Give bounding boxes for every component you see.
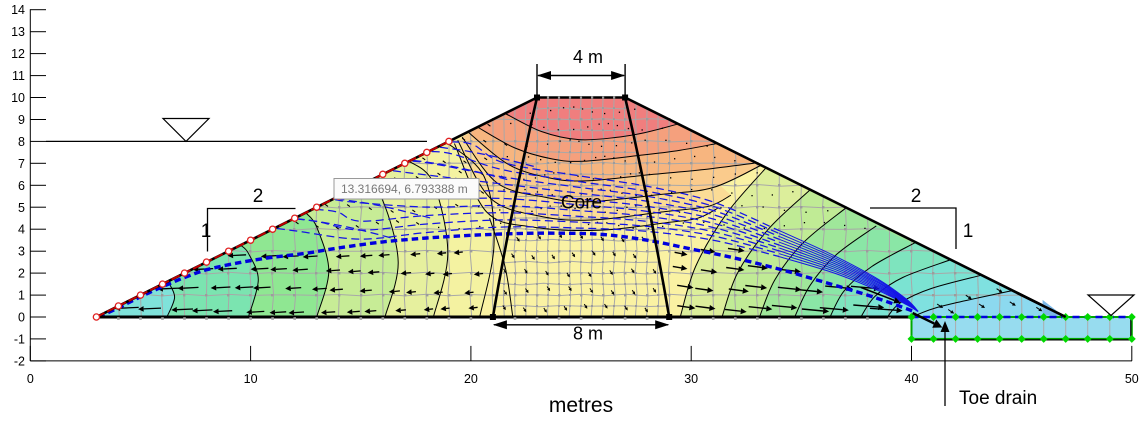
svg-text:Core: Core [561, 193, 602, 214]
svg-text:13: 13 [11, 25, 25, 39]
svg-text:20: 20 [464, 372, 478, 386]
svg-text:12: 12 [11, 47, 25, 61]
svg-text:40: 40 [905, 372, 919, 386]
svg-text:8 m: 8 m [573, 324, 603, 344]
svg-text:5: 5 [18, 201, 25, 215]
svg-text:metres: metres [549, 394, 613, 417]
svg-text:0: 0 [27, 372, 34, 386]
svg-text:10: 10 [244, 372, 258, 386]
svg-text:13.316694, 6.793388 m: 13.316694, 6.793388 m [341, 182, 468, 196]
svg-text:30: 30 [684, 372, 698, 386]
svg-text:4: 4 [18, 223, 25, 237]
svg-text:-2: -2 [14, 354, 25, 368]
svg-text:1: 1 [201, 221, 212, 242]
svg-text:10: 10 [11, 91, 25, 105]
svg-text:11: 11 [12, 69, 25, 83]
svg-text:6: 6 [18, 179, 25, 193]
svg-text:Toe drain: Toe drain [959, 388, 1037, 409]
svg-text:0: 0 [18, 311, 25, 325]
svg-text:14: 14 [11, 3, 25, 17]
svg-text:1: 1 [18, 289, 25, 303]
svg-text:9: 9 [18, 113, 25, 127]
svg-text:2: 2 [18, 267, 25, 281]
svg-text:8: 8 [18, 135, 25, 149]
svg-text:2: 2 [253, 186, 264, 207]
svg-text:7: 7 [18, 157, 25, 171]
svg-text:-1: -1 [14, 332, 25, 346]
svg-text:1: 1 [963, 221, 974, 242]
svg-text:4 m: 4 m [573, 47, 603, 67]
svg-text:2: 2 [911, 186, 922, 207]
svg-text:50: 50 [1125, 372, 1139, 386]
svg-text:3: 3 [18, 245, 25, 259]
